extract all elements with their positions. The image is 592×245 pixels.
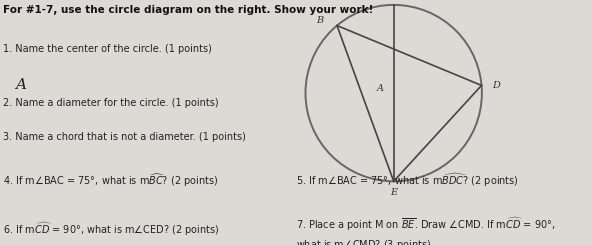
Text: For #1-7, use the circle diagram on the right. Show your work!: For #1-7, use the circle diagram on the … xyxy=(3,5,374,15)
Text: 5. If m$\angle$BAC = 75°, what is m$\widehat{BDC}$? (2 points): 5. If m$\angle$BAC = 75°, what is m$\wid… xyxy=(296,172,519,189)
Text: 7. Place a point M on $\overline{BE}$. Draw $\angle$CMD. If m$\widehat{CD}$ = 90: 7. Place a point M on $\overline{BE}$. D… xyxy=(296,216,555,233)
Text: A: A xyxy=(15,78,26,92)
Text: A: A xyxy=(377,84,384,93)
Text: 3. Name a chord that is not a diameter. (1 points): 3. Name a chord that is not a diameter. … xyxy=(3,132,246,142)
Text: B: B xyxy=(316,16,323,25)
Text: 1. Name the center of the circle. (1 points): 1. Name the center of the circle. (1 poi… xyxy=(3,44,212,54)
Text: E: E xyxy=(390,188,397,197)
Text: D: D xyxy=(493,81,500,90)
Text: 6. If m$\widehat{CD}$ = 90°, what is m$\angle$CED? (2 points): 6. If m$\widehat{CD}$ = 90°, what is m$\… xyxy=(3,220,219,237)
Text: 2. Name a diameter for the circle. (1 points): 2. Name a diameter for the circle. (1 po… xyxy=(3,98,218,108)
Text: what is m$\angle$CMD? (3 points): what is m$\angle$CMD? (3 points) xyxy=(296,238,431,245)
Text: 4. If m$\angle$BAC = 75°, what is m$\widehat{BC}$? (2 points): 4. If m$\angle$BAC = 75°, what is m$\wid… xyxy=(3,172,218,189)
